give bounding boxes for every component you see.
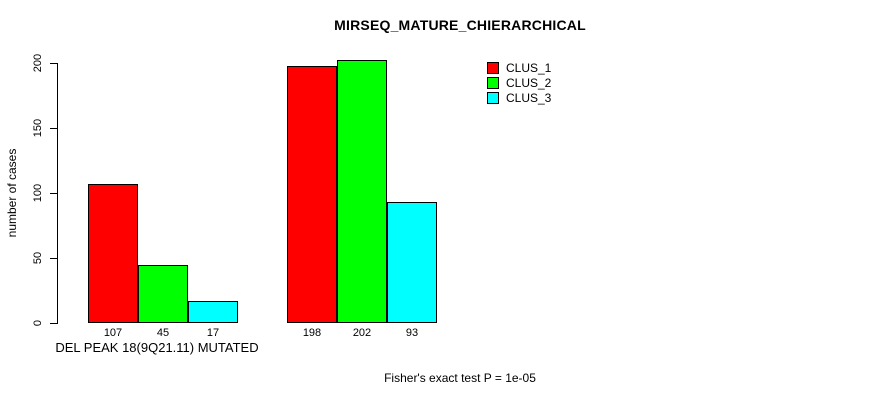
bar-value-label: 198 — [302, 327, 322, 339]
bar-value-label: 107 — [103, 327, 123, 339]
y-tick-label: 0 — [32, 319, 44, 327]
x-group-label: DEL PEAK 18(9Q21.11) MUTATED — [55, 340, 259, 355]
bar-clus_1 — [88, 183, 138, 323]
y-axis-line — [57, 63, 58, 324]
legend-swatch-icon — [487, 61, 499, 74]
bar-clus_2 — [337, 60, 387, 323]
chart-title: MIRSEQ_MATURE_CHIERARCHICAL — [334, 17, 586, 33]
y-axis-title: number of cases — [5, 148, 19, 238]
statistical-test-footnote: Fisher's exact test P = 1e-05 — [384, 371, 536, 385]
legend-swatch-icon — [487, 76, 499, 89]
legend-label: CLUS_3 — [506, 90, 552, 105]
bar-value-label: 17 — [206, 327, 220, 339]
y-tick-mark — [50, 127, 57, 129]
bar-value-label: 93 — [405, 327, 419, 339]
legend-label: CLUS_1 — [506, 60, 552, 75]
legend-item: CLUS_3 — [487, 90, 552, 105]
legend-swatch-icon — [487, 91, 499, 104]
y-tick-label: 200 — [32, 53, 44, 73]
legend: CLUS_1 CLUS_2 CLUS_3 — [487, 60, 552, 105]
legend-label: CLUS_2 — [506, 75, 552, 90]
y-tick-mark — [50, 257, 57, 259]
bar-value-label: 45 — [156, 327, 170, 339]
y-tick-mark — [50, 192, 57, 194]
bar-clus_3 — [188, 300, 238, 323]
bar-clus_2 — [138, 264, 188, 323]
bar-clus_1 — [287, 65, 337, 323]
y-tick-mark — [50, 62, 57, 64]
y-tick-label: 100 — [32, 183, 44, 203]
legend-item: CLUS_1 — [487, 60, 552, 75]
y-tick-label: 150 — [32, 118, 44, 138]
bar-value-label: 202 — [352, 327, 372, 339]
y-tick-mark — [50, 322, 57, 324]
bar-clus_3 — [387, 202, 437, 323]
legend-item: CLUS_2 — [487, 75, 552, 90]
y-tick-label: 50 — [32, 251, 44, 265]
